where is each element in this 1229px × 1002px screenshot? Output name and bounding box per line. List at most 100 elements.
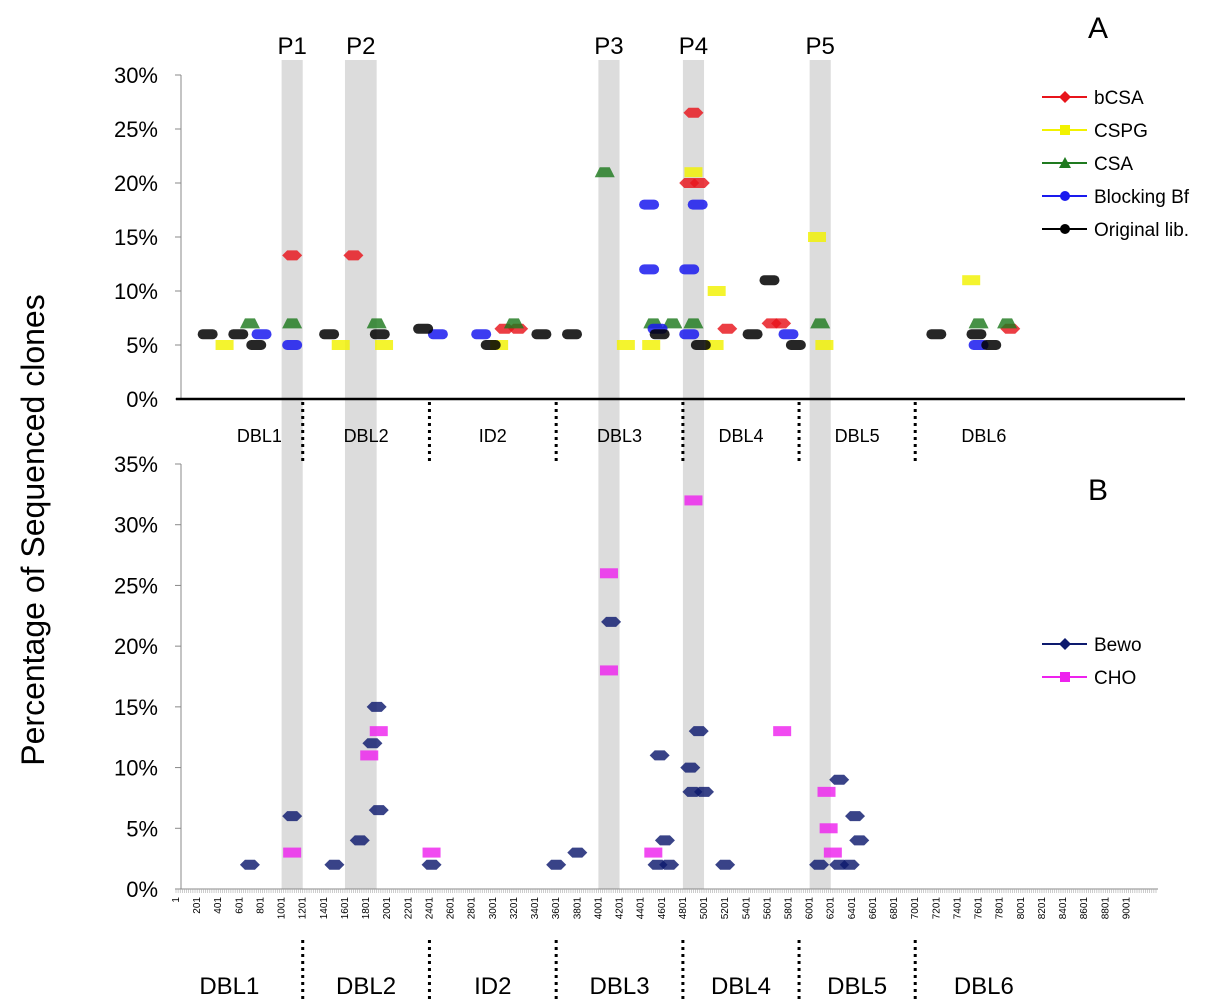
panel-b-x-tick-label: 7601: [974, 897, 985, 920]
panel-b-x-tick-label: 2001: [382, 897, 393, 920]
panel-a-legend-marker-original-lib: [1060, 224, 1070, 234]
panel-b-point-cho: [819, 823, 838, 834]
panel-a-point-cspg: [642, 340, 661, 350]
panel-b-y-tick-label: 15%: [114, 695, 158, 720]
panel-a-point-original-lib: [785, 340, 806, 350]
panel-b-x-tick-label: 4801: [678, 897, 689, 920]
panel-b-x-tick-label: 5201: [720, 897, 731, 920]
peak-label-p5: P5: [805, 33, 834, 60]
panel-a-point-blocking-bf: [679, 264, 700, 275]
panel-a-point-original-lib: [480, 340, 501, 350]
peak-region-p3: [598, 60, 620, 889]
panel-a-point-blocking-bf: [679, 329, 700, 340]
panel-a-legend-label-blocking-bf: Blocking Bf: [1094, 187, 1190, 208]
domain-label-lower: DBL4: [711, 973, 771, 1000]
panel-a-point-original-lib: [926, 329, 947, 340]
panel-b-point-bewo: [694, 786, 715, 797]
panel-b-x-tick-label: 1001: [277, 897, 288, 920]
panel-a-point-original-lib: [966, 329, 987, 340]
panel-a-point-blocking-bf: [251, 329, 272, 340]
panel-b-x-tick-label: 3001: [488, 897, 499, 920]
domain-label-upper: DBL6: [961, 426, 1006, 446]
panel-b-point-bewo: [349, 835, 370, 846]
panel-b-point-bewo: [282, 811, 303, 822]
panel-b-x-tick-label: 2201: [403, 897, 414, 920]
panel-b-point-bewo: [239, 859, 260, 870]
panel-a-point-original-lib: [246, 340, 267, 350]
panel-b-x-tick-label: 1601: [340, 897, 351, 920]
panel-b-legend-label-bewo: Bewo: [1094, 635, 1142, 656]
panel-b-x-tick-label: 3401: [530, 897, 541, 920]
panel-a-y-tick-label: 5%: [126, 333, 158, 358]
panel-a-point-cspg: [808, 232, 827, 242]
panel-a-legend-label-csa: CSA: [1094, 154, 1133, 175]
panel-a-point-blocking-bf: [639, 199, 660, 210]
domain-label-lower: ID2: [474, 973, 511, 1000]
panel-b-point-bewo: [546, 859, 567, 870]
panel-b-point-cho: [773, 726, 792, 737]
panel-a-y-tick-label: 15%: [114, 225, 158, 250]
panel-b-point-bewo: [839, 859, 860, 870]
panel-a-point-csa: [594, 167, 615, 178]
peak-labels: P1 P2 P3 P4 P5: [277, 33, 834, 60]
panel-b-point-bewo: [715, 859, 736, 870]
panel-b-x-tick-label: 8201: [1037, 897, 1048, 920]
panel-b-x-tick-label: 1: [171, 897, 182, 903]
panel-b-point-bewo: [362, 738, 383, 749]
panel-b-point-bewo: [845, 811, 866, 822]
panel-b-y-tick-label: 10%: [114, 756, 158, 781]
peak-label-p4: P4: [679, 33, 708, 60]
panel-b-y-tick-label: 20%: [114, 634, 158, 659]
panel-b-axes: 0%5%10%15%20%25%30%35%1 201 401 601 801 1001 1…: [114, 452, 1158, 919]
panel-a-point-blocking-bf: [471, 329, 492, 340]
panel-a-point-original-lib: [228, 329, 249, 340]
panel-a-point-original-lib: [562, 329, 583, 340]
panel-a-point-cspg: [705, 340, 724, 350]
panel-b-x-tick-label: 4401: [636, 897, 647, 920]
panel-b-y-tick-label: 35%: [114, 452, 158, 477]
panel-b-point-bewo: [421, 859, 442, 870]
panel-b-y-tick-label: 0%: [126, 877, 158, 902]
panel-a-y-tick-label: 30%: [114, 63, 158, 88]
panel-b-x-tick-label: 6001: [805, 897, 816, 920]
panel-b-y-tick-label: 30%: [114, 513, 158, 538]
panel-b-point-cho: [599, 568, 618, 579]
panel-b-point-bewo: [680, 762, 701, 773]
panel-a-point-bcsa: [771, 318, 792, 329]
panel-a-y-tick-label: 10%: [114, 279, 158, 304]
domain-label-upper: ID2: [479, 426, 507, 446]
panel-a-point-csa: [239, 318, 260, 329]
panel-b-legend-marker-bewo: [1059, 638, 1071, 650]
panel-b-x-tick-label: 4601: [657, 897, 668, 920]
panel-b-x-tick-label: 9001: [1121, 897, 1132, 920]
panel-a-axes: 0% 5% 10% 15% 20% 25% 30%: [114, 63, 1185, 412]
peak-region-p2: [344, 60, 377, 889]
domain-label-lower: DBL5: [827, 973, 887, 1000]
peak-region-p5: [809, 60, 831, 889]
panel-b-point-cho: [422, 847, 441, 858]
panel-b-x-tick-label: 2601: [446, 897, 457, 920]
panel-b-x-tick-label: 7401: [952, 897, 963, 920]
panel-a-point-csa: [503, 318, 524, 329]
panel-b-x-tick-label: 4001: [593, 897, 604, 920]
panel-a-legend-marker-csa: [1059, 157, 1071, 168]
panel-a-points: [197, 107, 1021, 350]
peak-label-p1: P1: [277, 33, 306, 60]
panel-a-point-cspg: [616, 340, 635, 350]
panel-b-point-cho: [823, 847, 842, 858]
domain-label-lower: DBL3: [590, 973, 650, 1000]
panel-a-point-cspg: [684, 167, 703, 178]
domain-label-lower: DBL6: [954, 973, 1014, 1000]
panel-b-x-tick-label: 3601: [551, 897, 562, 920]
panel-b-y-tick-label: 5%: [126, 816, 158, 841]
panel-b-point-cho: [684, 495, 703, 506]
domain-label-upper: DBL5: [835, 426, 880, 446]
panel-a-point-cspg: [962, 275, 981, 286]
panel-a-point-original-lib: [531, 329, 552, 340]
panel-a-point-cspg: [215, 340, 234, 350]
panel-a-point-cspg: [707, 286, 726, 296]
panel-a-y-tick-label: 20%: [114, 171, 158, 196]
panel-b-point-bewo: [849, 835, 870, 846]
panel-a-point-csa: [810, 318, 831, 329]
